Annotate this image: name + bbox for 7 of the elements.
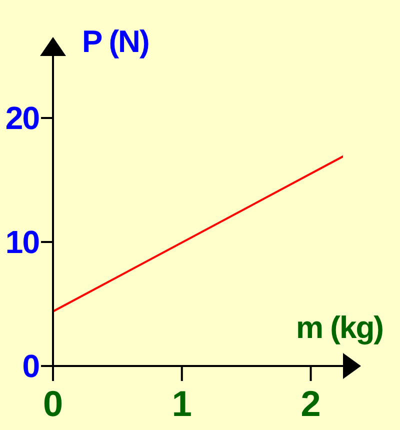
y-tick-label: 0 — [22, 348, 40, 384]
y-axis-title: P (N) — [82, 24, 149, 59]
y-tick-label: 20 — [5, 100, 40, 136]
y-tick-label: 10 — [5, 224, 40, 260]
x-axis-title: m (kg) — [296, 310, 383, 345]
x-tick-label: 2 — [300, 383, 321, 424]
x-tick-label: 1 — [172, 383, 192, 424]
